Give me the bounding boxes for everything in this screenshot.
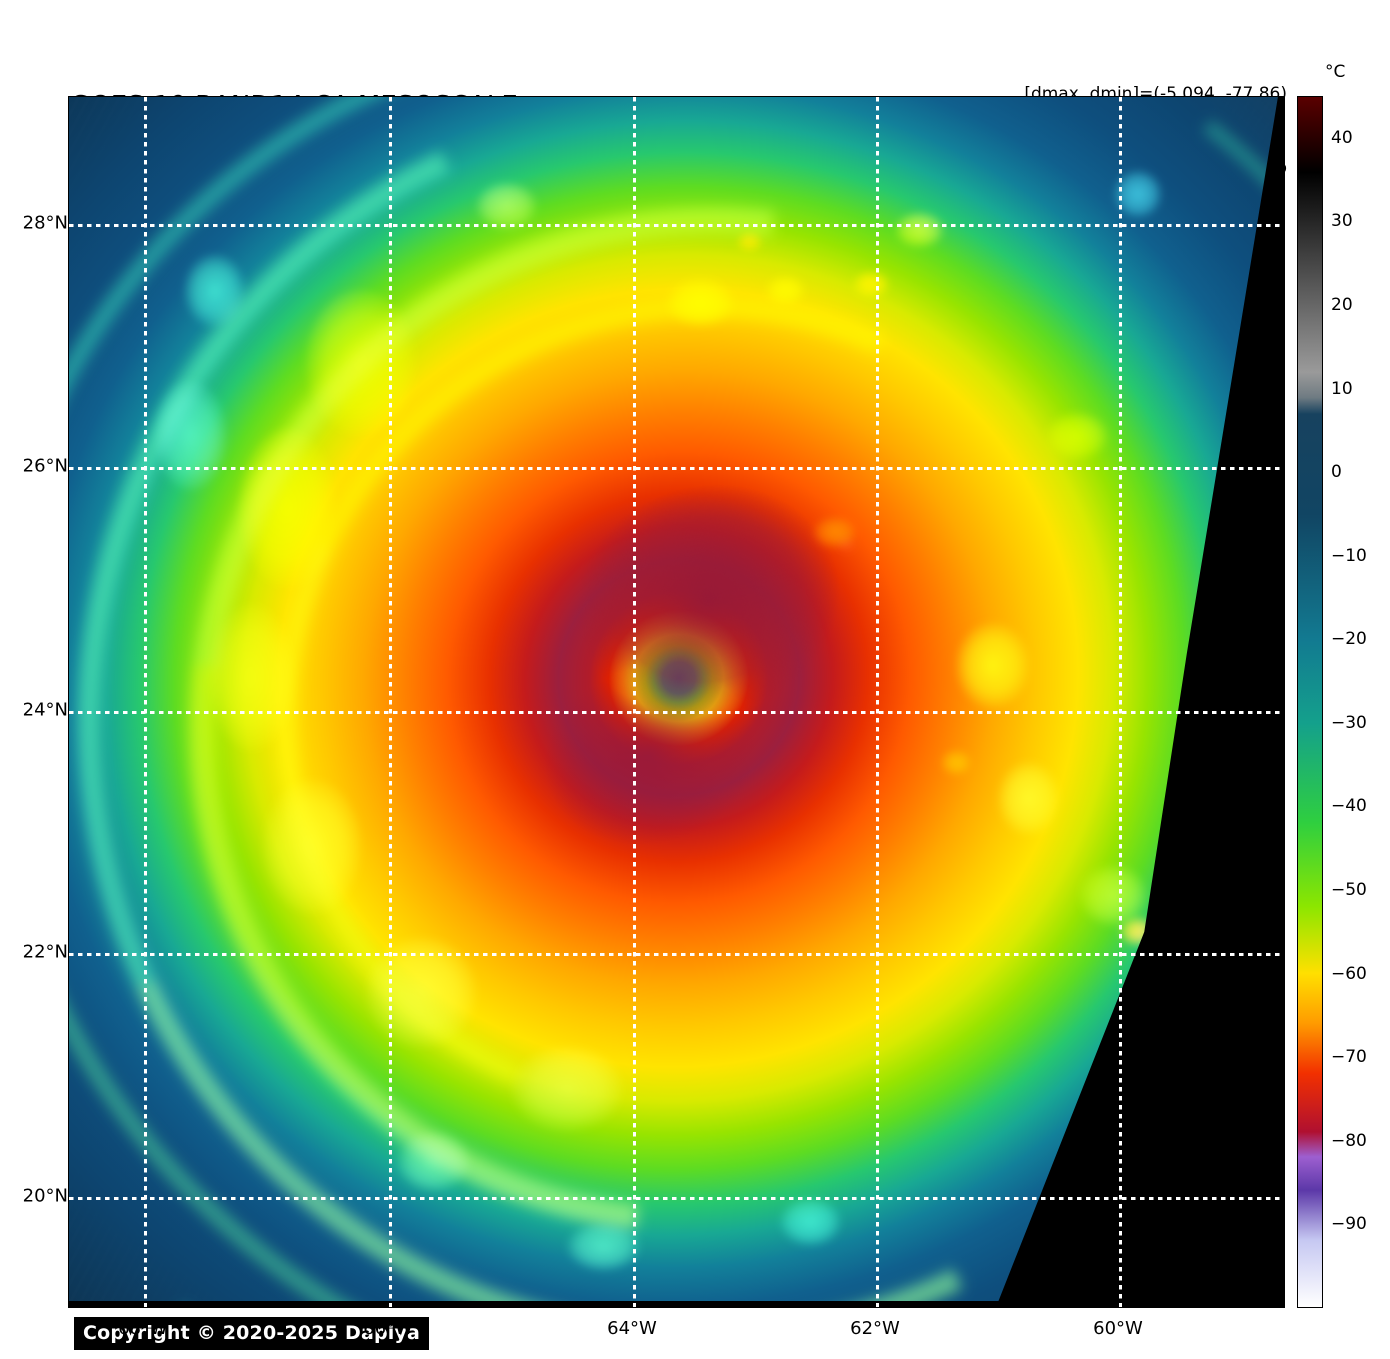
convective-cell bbox=[397, 1131, 470, 1192]
colorbar-tick-label: 0 bbox=[1331, 462, 1342, 483]
convective-cell bbox=[208, 604, 294, 751]
y-axis-tick-label: 24°N bbox=[22, 699, 68, 721]
convective-cell bbox=[1113, 169, 1163, 218]
y-axis-tick-label: 28°N bbox=[22, 212, 68, 234]
colorbar-tick-label: 10 bbox=[1331, 378, 1353, 399]
convective-cell bbox=[1174, 1115, 1199, 1136]
colorbar-tick-label: 40 bbox=[1331, 127, 1353, 148]
x-axis-tick-label: 64°W bbox=[607, 1318, 657, 1339]
x-axis-tick-label: 68°W bbox=[118, 1318, 168, 1339]
convective-cell bbox=[305, 290, 416, 436]
convective-cell bbox=[955, 623, 1029, 708]
copyright-notice: Copyright © 2020-2025 Dapiya bbox=[74, 1317, 430, 1350]
convective-cell bbox=[184, 254, 246, 327]
temperature-colorbar[interactable] bbox=[1297, 96, 1323, 1308]
convective-cell bbox=[836, 537, 857, 552]
colorbar-tick-label: −40 bbox=[1331, 796, 1367, 817]
x-axis-tick-label: 62°W bbox=[850, 1318, 900, 1339]
colorbar-tick-label: −60 bbox=[1331, 963, 1367, 984]
satellite-image-plot[interactable] bbox=[68, 96, 1285, 1308]
colorbar-unit-label: °C bbox=[1325, 62, 1346, 82]
colorbar-tick-label: −20 bbox=[1331, 629, 1367, 650]
plot-inner bbox=[69, 97, 1284, 1307]
convective-cell bbox=[239, 429, 337, 587]
y-axis-tick-label: 26°N bbox=[22, 455, 68, 477]
convective-cell bbox=[263, 780, 361, 914]
colorbar-gradient bbox=[1298, 97, 1322, 1307]
y-axis-tick-label: 22°N bbox=[22, 941, 68, 963]
colorbar-tick-label: −30 bbox=[1331, 712, 1367, 733]
x-axis-tick-label: 60°W bbox=[1093, 1318, 1143, 1339]
colorbar-tick-label: 20 bbox=[1331, 294, 1353, 315]
convective-cell bbox=[766, 276, 806, 306]
convective-cell bbox=[1047, 411, 1108, 460]
convective-cell bbox=[1179, 1135, 1219, 1165]
convective-cell bbox=[998, 762, 1060, 835]
convective-cell bbox=[667, 278, 735, 327]
colorbar-tick-label: 30 bbox=[1331, 211, 1353, 232]
colorbar-tick-label: −50 bbox=[1331, 880, 1367, 901]
convective-cell bbox=[941, 750, 971, 775]
convective-cell bbox=[852, 271, 890, 298]
colorbar-tick-label: −80 bbox=[1331, 1130, 1367, 1151]
convective-cell bbox=[366, 937, 477, 1047]
satellite-scan-swath bbox=[69, 97, 1278, 1301]
convective-cell bbox=[154, 381, 227, 491]
convective-cell bbox=[1080, 865, 1148, 926]
colorbar-tick-label: −90 bbox=[1331, 1214, 1367, 1235]
convective-cell bbox=[567, 1222, 641, 1271]
y-axis-tick-label: 20°N bbox=[22, 1185, 68, 1207]
convective-cell bbox=[1149, 945, 1176, 967]
convective-cell bbox=[779, 1198, 841, 1247]
convective-cell bbox=[476, 181, 537, 230]
colorbar-tick-label: −70 bbox=[1331, 1047, 1367, 1068]
x-axis-tick-label: 66°W bbox=[363, 1318, 413, 1339]
colorbar-tick-label: −10 bbox=[1331, 545, 1367, 566]
convective-cell bbox=[737, 232, 762, 252]
convective-cell bbox=[512, 1046, 622, 1132]
convective-cell bbox=[895, 211, 944, 249]
convective-cell bbox=[1119, 917, 1157, 947]
